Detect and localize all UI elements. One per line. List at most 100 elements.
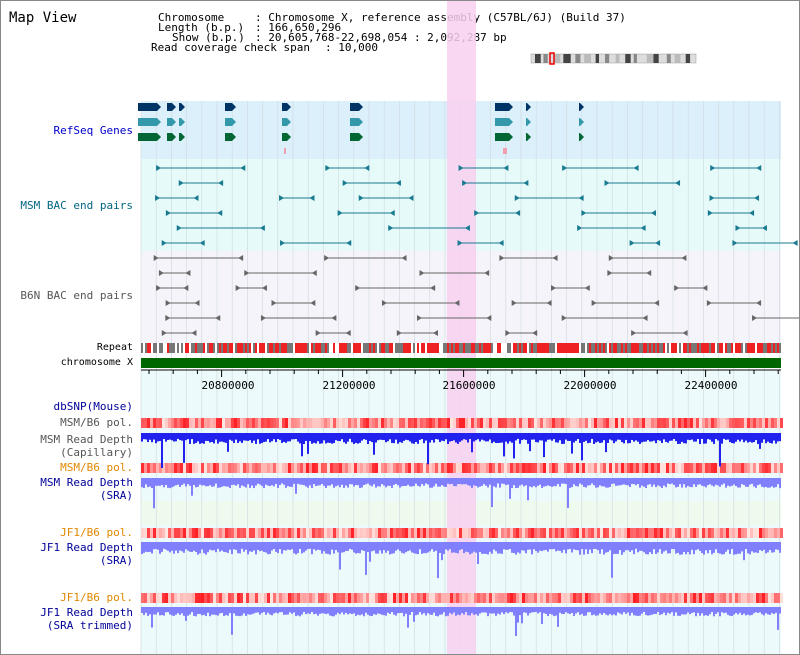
read-depth-bar — [395, 542, 397, 551]
polymorphism-cell — [669, 593, 672, 603]
polymorphism-cell — [717, 418, 720, 428]
read-depth-bar — [239, 542, 241, 554]
read-depth-bar — [769, 478, 771, 488]
track-label-refseq-genes[interactable]: RefSeq Genes — [53, 124, 133, 137]
polymorphism-cell — [570, 418, 573, 428]
read-depth-bar — [619, 478, 621, 486]
read-depth-bar — [571, 607, 573, 613]
read-depth-bar — [219, 478, 221, 488]
bac-end-mark — [324, 255, 330, 261]
polymorphism-cell — [645, 593, 648, 603]
read-depth-bar — [423, 433, 425, 444]
polymorphism-cell — [243, 528, 246, 538]
polymorphism-cell — [597, 463, 600, 473]
polymorphism-cell — [495, 528, 498, 538]
gene-mark — [579, 118, 584, 126]
polymorphism-cell — [429, 528, 432, 538]
track-label-b6n-bac[interactable]: B6N BAC end pairs — [20, 289, 133, 302]
read-depth-bar — [691, 433, 693, 440]
repeat-mark — [367, 343, 369, 353]
read-depth-bar — [723, 607, 725, 614]
repeat-mark — [559, 343, 561, 353]
read-depth-bar — [461, 607, 463, 614]
read-depth-bar — [221, 542, 223, 551]
repeat-mark — [687, 343, 689, 353]
polymorphism-cell — [279, 463, 282, 473]
polymorphism-cell — [552, 463, 555, 473]
polymorphism-cell — [705, 463, 708, 473]
polymorphism-cell — [285, 593, 288, 603]
read-depth-bar — [169, 433, 171, 440]
polymorphism-cell — [387, 418, 390, 428]
polymorphism-cell — [543, 528, 546, 538]
track-label-dbsnp[interactable]: dbSNP(Mouse) — [53, 400, 133, 413]
read-depth-bar — [549, 433, 551, 440]
read-depth-bar — [653, 542, 655, 550]
read-depth-bar — [659, 433, 661, 441]
read-depth-bar — [635, 433, 637, 441]
repeat-mark — [213, 343, 215, 353]
read-depth-bar — [647, 607, 649, 616]
read-depth-bar — [721, 433, 723, 444]
read-depth-bar — [347, 542, 349, 551]
polymorphism-cell — [567, 463, 570, 473]
polymorphism-cell — [363, 593, 366, 603]
polymorphism-cell — [162, 593, 165, 603]
read-depth-bar — [181, 433, 183, 441]
repeat-mark — [167, 343, 169, 353]
polymorphism-cell — [429, 418, 432, 428]
polymorphism-cell — [699, 593, 702, 603]
polymorphism-cell — [375, 528, 378, 538]
read-depth-bar — [465, 433, 467, 440]
read-depth-bar — [463, 607, 465, 615]
polymorphism-cell — [489, 418, 492, 428]
read-depth-bar — [489, 607, 491, 614]
read-depth-bar — [687, 607, 689, 613]
polymorphism-cell — [702, 593, 705, 603]
read-depth-bar — [563, 478, 565, 484]
read-depth-bar — [215, 542, 217, 553]
polymorphism-cell — [549, 463, 552, 473]
ideogram-band — [534, 54, 541, 63]
read-depth-bar — [261, 542, 263, 551]
repeat-mark — [663, 343, 665, 353]
read-depth-bar — [151, 542, 153, 554]
read-depth-bar — [517, 433, 519, 439]
polymorphism-cell — [357, 593, 360, 603]
bac-end-mark — [752, 315, 758, 321]
read-depth-bar — [533, 607, 535, 613]
read-depth-bar — [565, 607, 567, 613]
read-depth-bar — [209, 542, 211, 550]
bac-end-mark — [591, 300, 597, 306]
bac-end-mark — [259, 225, 265, 231]
polymorphism-cell — [264, 463, 267, 473]
bac-end-mark — [642, 315, 648, 321]
read-depth-bar — [693, 433, 695, 442]
repeat-mark — [277, 343, 279, 353]
repeat-mark — [203, 343, 205, 353]
read-depth-bar — [463, 478, 465, 485]
read-depth-bar — [775, 433, 777, 444]
polymorphism-cell — [360, 418, 363, 428]
track-label-msm-bac[interactable]: MSM BAC end pairs — [20, 199, 133, 212]
polymorphism-cell — [648, 418, 651, 428]
read-depth-bar — [435, 433, 437, 440]
read-depth-bar — [589, 542, 591, 550]
read-depth-bar — [651, 607, 653, 615]
read-depth-bar — [347, 433, 349, 442]
ideogram-band — [563, 54, 571, 63]
polymorphism-cell — [720, 418, 723, 428]
read-depth-bar — [761, 607, 763, 615]
read-depth-bar — [551, 433, 553, 441]
read-depth-bar — [237, 478, 239, 485]
bac-end-mark — [217, 210, 223, 216]
read-depth-bar — [461, 542, 463, 550]
read-depth-bar — [393, 607, 395, 615]
repeat-mark — [491, 343, 493, 353]
read-depth-bar — [235, 607, 237, 616]
repeat-mark — [235, 343, 237, 353]
read-depth-bar — [463, 433, 465, 440]
read-depth-bar — [405, 542, 407, 553]
